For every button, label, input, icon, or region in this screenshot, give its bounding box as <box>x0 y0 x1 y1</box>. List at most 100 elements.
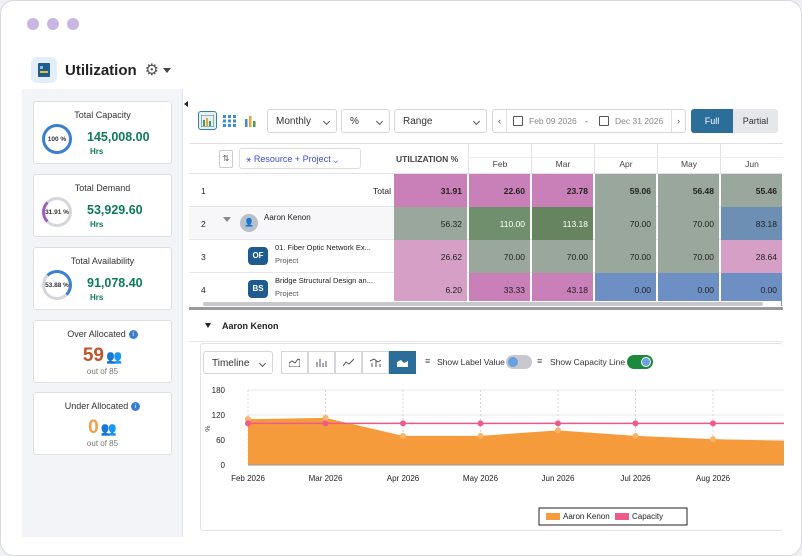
value-cell[interactable]: 43.18 <box>532 273 593 306</box>
chevron-down-icon[interactable] <box>223 217 231 222</box>
value-cell[interactable]: 83.18 <box>721 207 782 240</box>
value-cell[interactable]: 70.00 <box>658 207 719 240</box>
table-row[interactable]: 2 👤 Aaron Kenon 56.32 110.00 113.18 70.00 70.00… <box>189 207 783 240</box>
value-cell[interactable]: 110.00 <box>469 207 530 240</box>
window-dot[interactable] <box>67 18 79 30</box>
window-dot[interactable] <box>47 18 59 30</box>
group-by-select[interactable]: ⚹ Resource + Project ⌄ <box>239 148 361 169</box>
section-splitter[interactable] <box>189 307 783 310</box>
calendar-icon[interactable] <box>513 116 523 126</box>
data-point[interactable] <box>245 416 251 423</box>
month-header[interactable]: May <box>657 144 720 174</box>
month-header[interactable]: Apr <box>594 144 657 174</box>
utilization-cell[interactable]: 26.62 <box>394 240 467 273</box>
window-dot[interactable] <box>27 18 39 30</box>
chart-section-header[interactable]: Aaron Kenon <box>189 310 783 342</box>
collapse-panel-icon[interactable] <box>184 101 188 107</box>
next-range-button[interactable]: › <box>671 110 685 132</box>
legend-label[interactable]: Aaron Kenon <box>563 512 610 521</box>
data-point[interactable] <box>632 432 639 439</box>
value-cell[interactable]: 70.00 <box>469 240 530 273</box>
timeline-chart-button[interactable] <box>389 351 416 374</box>
card-title: Under Allocated <box>64 401 129 411</box>
show-capacity-switch[interactable] <box>627 355 653 369</box>
utilization-header[interactable]: UTILIZATION % <box>394 144 468 174</box>
combo-chart-button[interactable] <box>362 351 389 374</box>
date-from[interactable]: Feb 09 2026 <box>529 116 577 126</box>
data-point[interactable] <box>710 436 716 443</box>
capacity-point[interactable] <box>710 420 716 427</box>
capacity-point[interactable] <box>632 420 639 427</box>
value-cell[interactable]: 23.78 <box>532 174 593 207</box>
scrollbar-thumb[interactable] <box>203 302 763 306</box>
grid-view-button[interactable] <box>220 111 239 130</box>
data-point[interactable] <box>400 432 406 439</box>
data-point[interactable] <box>322 414 329 421</box>
value-cell[interactable]: 56.48 <box>658 174 719 207</box>
people-icon: 👥 <box>105 349 123 364</box>
show-label-switch[interactable] <box>506 355 532 369</box>
value-cell[interactable]: 33.33 <box>469 273 530 306</box>
row-label[interactable]: Bridge Structural Design an... <box>275 276 373 285</box>
period-select[interactable]: Monthly <box>267 109 337 133</box>
date-to[interactable]: Dec 31 2026 <box>615 116 664 126</box>
calendar-icon[interactable] <box>599 116 609 126</box>
utilization-cell[interactable]: 56.32 <box>394 207 467 240</box>
capacity-point[interactable] <box>400 420 406 427</box>
row-number: 3 <box>201 252 206 262</box>
horizontal-scrollbar[interactable] <box>191 301 781 307</box>
capacity-point[interactable] <box>477 420 484 427</box>
month-header[interactable]: Jun <box>720 144 783 174</box>
table-row[interactable]: 1 Total 31.91 22.60 23.78 59.06 56.48 55.46 <box>189 174 783 207</box>
card-value: 91,078.40 <box>87 276 143 290</box>
legend-label[interactable]: Capacity <box>632 512 663 521</box>
partial-button[interactable]: Partial <box>733 109 778 133</box>
table-row[interactable]: 4 BS Bridge Structural Design an... Project… <box>189 273 783 306</box>
panel-divider[interactable] <box>182 89 190 537</box>
over-allocated-card[interactable]: Over Allocated i 59 👥 out of 85 <box>33 320 172 383</box>
capacity-point[interactable] <box>555 420 561 427</box>
view-select-value: Timeline <box>212 358 250 369</box>
month-header[interactable]: Feb <box>468 144 531 174</box>
table-row[interactable]: 3 OF 01. Fiber Optic Network Ex... Project 2… <box>189 240 783 273</box>
info-icon[interactable]: i <box>128 330 138 340</box>
chevron-down-icon[interactable] <box>205 323 211 328</box>
sort-icon[interactable]: ⇅ <box>219 150 233 168</box>
utilization-cell[interactable]: 6.20 <box>394 273 467 306</box>
data-point[interactable] <box>555 427 561 434</box>
value-cell[interactable]: 28.64 <box>721 240 782 273</box>
value-cell[interactable]: 70.00 <box>595 207 656 240</box>
data-point[interactable] <box>477 432 484 439</box>
value-cell[interactable]: 70.00 <box>532 240 593 273</box>
view-select[interactable]: Timeline <box>203 351 273 374</box>
row-label[interactable]: 01. Fiber Optic Network Ex... <box>275 243 371 252</box>
chevron-down-icon[interactable] <box>163 67 172 73</box>
line-chart-button[interactable] <box>335 351 362 374</box>
range-select[interactable]: Range <box>394 109 487 133</box>
area-chart-button[interactable] <box>281 351 308 374</box>
unit-select[interactable]: % <box>341 109 390 133</box>
capacity-point[interactable] <box>322 420 329 427</box>
value-cell[interactable]: 55.46 <box>721 174 782 207</box>
date-range-picker[interactable]: ‹ Feb 09 2026 - Dec 31 2026 › <box>492 109 686 133</box>
value-cell[interactable]: 59.06 <box>595 174 656 207</box>
info-icon[interactable]: i <box>131 402 141 412</box>
gear-icon[interactable]: ⚙ <box>144 62 160 79</box>
value-cell[interactable]: 70.00 <box>658 240 719 273</box>
value-cell[interactable]: 0.00 <box>658 273 719 306</box>
value-cell[interactable]: 70.00 <box>595 240 656 273</box>
capacity-point[interactable] <box>245 420 251 427</box>
grid-chart-view-button[interactable] <box>198 111 217 130</box>
area-series-aaron-kenon[interactable] <box>248 417 784 465</box>
prev-range-button[interactable]: ‹ <box>493 110 507 132</box>
full-button[interactable]: Full <box>691 109 733 133</box>
utilization-cell[interactable]: 31.91 <box>394 174 467 207</box>
value-cell[interactable]: 113.18 <box>532 207 593 240</box>
value-cell[interactable]: 0.00 <box>595 273 656 306</box>
under-allocated-card[interactable]: Under Allocated i 0 👥 out of 85 <box>33 392 172 455</box>
chart-view-button[interactable] <box>241 111 260 130</box>
bar-chart-button[interactable] <box>308 351 335 374</box>
month-header[interactable]: Mar <box>531 144 594 174</box>
value-cell[interactable]: 22.60 <box>469 174 530 207</box>
value-cell[interactable]: 0.00 <box>721 273 782 306</box>
